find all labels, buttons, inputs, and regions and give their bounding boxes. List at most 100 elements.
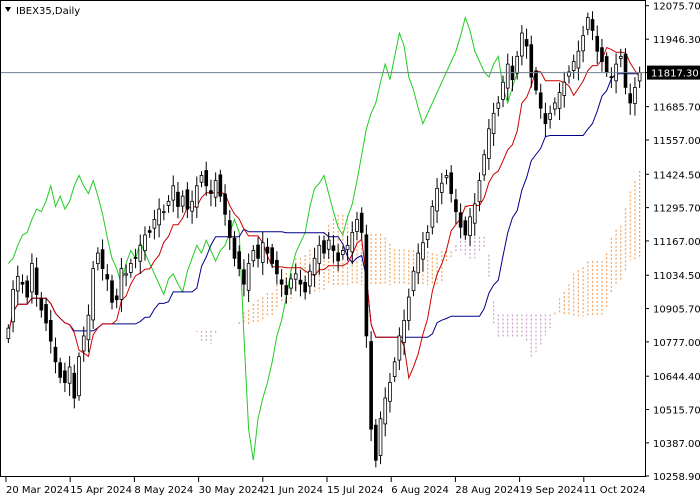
candle-body: [223, 193, 227, 215]
candle-body: [100, 249, 105, 270]
y-tick-label: 10515.70: [653, 406, 700, 417]
candle-body: [91, 268, 95, 321]
candle-body: [77, 356, 81, 397]
candle-body: [63, 370, 67, 383]
candle-body: [586, 17, 590, 30]
candle-body: [355, 219, 359, 232]
candle-body: [524, 39, 529, 47]
candle-body: [548, 112, 552, 120]
candle-body: [298, 279, 303, 285]
candle-body: [609, 76, 614, 79]
candle-body: [265, 246, 270, 254]
candle-body: [30, 263, 34, 293]
candle-body: [218, 174, 223, 197]
candle-body: [67, 366, 72, 384]
dropdown-triangle-icon[interactable]: [5, 7, 11, 12]
candle-body: [633, 87, 637, 104]
candle-body: [138, 244, 143, 262]
candle-body: [190, 200, 194, 212]
kijun-sen-line: [7, 73, 640, 338]
x-tick-label: 11 Oct 2024: [584, 485, 646, 496]
candle-body: [595, 35, 600, 52]
price-label-box: [647, 65, 700, 80]
candle-body: [430, 206, 435, 228]
candle-body: [477, 180, 482, 203]
candle-body: [133, 256, 138, 259]
candle-body: [185, 189, 190, 210]
candle-body: [604, 56, 609, 73]
y-tick-label: 10905.70: [653, 305, 700, 316]
candle-body: [53, 346, 58, 363]
candle-body: [397, 335, 402, 361]
candle-body: [162, 211, 166, 214]
candle-body: [180, 195, 185, 207]
candle-body: [147, 230, 152, 233]
candle-body: [44, 304, 48, 324]
candle-body: [416, 252, 421, 274]
candle-body: [119, 268, 124, 300]
candle-body: [176, 191, 180, 207]
x-tick-label: 28 Aug 2024: [455, 485, 519, 496]
candle-body: [567, 71, 571, 77]
y-tick-label: 11295.70: [653, 204, 700, 215]
candle-body: [501, 81, 505, 100]
candle-body: [152, 219, 157, 229]
candle-body: [505, 63, 510, 89]
y-tick-label: 10644.40: [653, 372, 700, 383]
candle-body: [590, 19, 595, 31]
candle-body: [439, 182, 444, 193]
candle-body: [487, 128, 491, 159]
candle-body: [454, 199, 458, 213]
candle-body: [374, 424, 378, 461]
candle-body: [543, 113, 548, 125]
candle-body: [284, 285, 289, 295]
candle-body: [86, 314, 91, 341]
candle-body: [256, 244, 260, 259]
y-axis: 12075.70 11946.30 11685.70 11557.00 11424.50…: [645, 2, 700, 483]
candle-body: [317, 244, 322, 264]
candle-body: [114, 295, 119, 301]
candle-body: [322, 240, 326, 254]
candle-body: [378, 418, 383, 456]
candle-body: [72, 372, 77, 399]
price-label-value: 11817.30: [651, 69, 699, 80]
chikou-span-line: [8, 15, 518, 461]
candle-body: [463, 220, 468, 236]
chart-title: IBEX35,Daily: [16, 6, 80, 17]
y-tick-label: 11167.00: [653, 237, 700, 248]
candle-body: [96, 252, 100, 265]
candle-body: [421, 242, 425, 260]
candle-body: [213, 180, 218, 198]
x-axis: 20 Mar 2024 15 Apr 2024 8 May 2024 30 May 2…: [5, 477, 646, 496]
candle-body: [571, 61, 576, 71]
candles: [6, 11, 642, 468]
candle-body: [293, 273, 298, 280]
candle-body: [279, 279, 284, 285]
candle-body: [406, 296, 411, 321]
candle-body: [458, 212, 463, 228]
candle-body: [496, 102, 501, 109]
candle-body: [576, 50, 581, 69]
candle-body: [482, 154, 486, 176]
candle-body: [199, 175, 204, 183]
x-tick-label: 6 Aug 2024: [391, 485, 449, 496]
y-tick-label: 10777.00: [653, 338, 700, 349]
candle-body: [623, 53, 628, 88]
candle-body: [600, 47, 604, 62]
candle-body: [581, 35, 585, 52]
candle-body: [171, 185, 176, 201]
candle-body: [411, 270, 416, 292]
candle-body: [246, 263, 251, 291]
candle-body: [472, 203, 477, 224]
candle-body: [166, 200, 171, 206]
candle-body: [336, 252, 340, 262]
y-tick-label: 10258.90: [653, 472, 700, 483]
candle-body: [312, 257, 317, 275]
candle-body: [270, 247, 274, 264]
candle-body: [6, 327, 11, 339]
y-tick-label: 11946.30: [653, 35, 700, 46]
candle-body: [129, 263, 133, 273]
candle-body: [538, 92, 543, 109]
candle-body: [20, 281, 25, 285]
